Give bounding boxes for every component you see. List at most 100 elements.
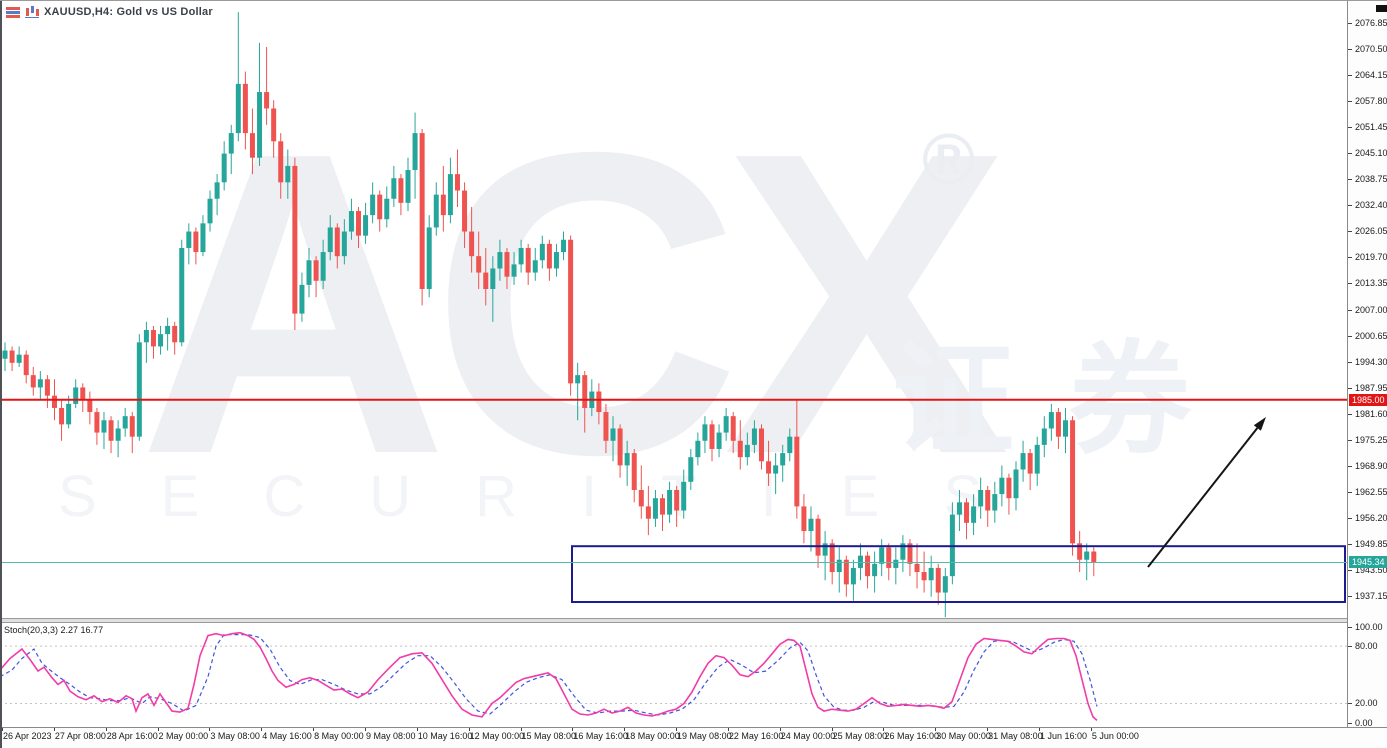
candle <box>610 416 616 462</box>
candle <box>158 325 164 355</box>
price-tick-mark <box>1348 127 1352 129</box>
candle <box>23 350 29 384</box>
candle <box>299 272 305 322</box>
candle <box>242 71 248 150</box>
candle <box>758 424 764 470</box>
candle <box>447 157 453 224</box>
chart-shift-marker[interactable] <box>1376 5 1387 12</box>
trend-arrow[interactable] <box>1147 417 1266 568</box>
candle <box>341 219 347 265</box>
stochastic-canvas <box>0 631 1347 722</box>
price-tick-mark <box>1348 627 1352 628</box>
time-tick-mark <box>883 728 885 731</box>
candle <box>419 128 425 306</box>
candle <box>872 551 878 593</box>
candle <box>681 469 687 519</box>
price-tick-label: 1943.50 <box>1355 565 1387 575</box>
candle <box>37 371 43 400</box>
candle <box>313 256 319 298</box>
price-tick-mark <box>1348 570 1352 571</box>
time-tick-label: 15 May 08:00 <box>521 731 577 741</box>
candle <box>1013 461 1019 511</box>
stochastic-panel[interactable]: Stoch(20,3,3) 2.27 16.77 <box>0 623 1347 727</box>
candle <box>179 239 185 347</box>
stoch-tick-label: 100.00 <box>1355 622 1383 632</box>
time-tick-mark <box>520 728 522 731</box>
time-tick-mark <box>53 728 55 731</box>
time-tick-mark <box>209 728 211 731</box>
candle <box>405 157 411 212</box>
candle <box>617 424 623 478</box>
candle <box>532 247 538 281</box>
candle <box>645 485 651 536</box>
price-tick-mark <box>1348 75 1352 77</box>
candle <box>1084 543 1090 581</box>
price-tick-label: 2013.35 <box>1355 278 1387 289</box>
time-tick-label: 4 May 16:00 <box>262 731 312 741</box>
price-tick-label: 1994.30 <box>1355 356 1387 367</box>
candle <box>497 239 503 281</box>
time-tick-label: 18 May 00:00 <box>625 731 680 741</box>
candle <box>200 215 206 257</box>
candle <box>539 235 545 269</box>
price-tick-mark <box>1348 101 1352 103</box>
candle <box>780 444 786 482</box>
candle <box>822 531 828 581</box>
price-tick-label: 2051.45 <box>1355 122 1387 133</box>
candle <box>327 215 333 261</box>
panel-divider[interactable] <box>0 618 1347 623</box>
candle <box>978 477 984 519</box>
price-tick-mark <box>1348 257 1352 259</box>
candle <box>561 231 567 261</box>
time-tick-label: 3 May 08:00 <box>210 731 260 741</box>
price-tick-mark <box>1348 335 1352 337</box>
price-tick-label: 2000.65 <box>1355 330 1387 341</box>
time-tick-mark <box>468 728 470 731</box>
candle <box>306 247 312 298</box>
price-axis[interactable]: 2076.85 2070.50 2064.15 2057.80 2051.45 2045.… <box>1347 1 1387 728</box>
candle <box>391 165 397 207</box>
time-tick-mark <box>572 728 574 731</box>
candle <box>66 395 72 429</box>
candle <box>285 149 291 199</box>
candle <box>907 539 913 577</box>
candle <box>1055 407 1061 449</box>
time-tick-label: 19 May 08:00 <box>677 731 732 741</box>
candle <box>801 494 807 544</box>
candle <box>1091 547 1097 577</box>
candle <box>129 412 135 454</box>
price-tick-label: 2076.85 <box>1355 17 1387 28</box>
time-axis[interactable]: 26 Apr 2023 27 Apr 08:00 28 Apr 16:00 2 May… <box>0 727 1387 748</box>
candle <box>16 346 22 367</box>
price-tick-label: 2038.75 <box>1355 174 1387 185</box>
price-tick-label: 2019.70 <box>1355 252 1387 263</box>
support-zone-rectangle[interactable] <box>571 545 1346 604</box>
candle <box>1070 416 1076 556</box>
time-tick-label: 9 May 08:00 <box>365 731 416 741</box>
price-tick-mark <box>1348 439 1352 441</box>
candle <box>1034 436 1040 486</box>
price-tick-mark <box>1348 646 1352 648</box>
candle <box>9 346 15 372</box>
price-tick-label: 1981.60 <box>1355 408 1387 419</box>
stoch-tick-label: 80.00 <box>1355 641 1378 652</box>
candle <box>440 165 446 232</box>
candlesticks-series <box>2 12 1097 618</box>
price-tick-label: 2057.80 <box>1355 96 1387 107</box>
time-tick-label: 8 May 00:00 <box>314 731 364 741</box>
candle <box>956 490 962 532</box>
candle <box>999 465 1005 507</box>
price-tick-label: 2026.05 <box>1355 226 1387 237</box>
candle <box>398 174 404 216</box>
candle <box>356 206 361 248</box>
price-tick-label: 1968.90 <box>1355 460 1387 471</box>
price-tick-label: 1987.95 <box>1355 382 1387 393</box>
candle <box>193 227 199 265</box>
price-chart-panel[interactable]: ACX ® 证券 SECURITIES XAUUSD,H4: Gold vs U… <box>0 1 1347 618</box>
candle <box>44 375 50 408</box>
stoch-tick-label: 20.00 <box>1355 698 1378 709</box>
candle <box>1063 407 1068 454</box>
price-tick-label: 1937.15 <box>1355 591 1387 602</box>
price-chart-canvas[interactable] <box>0 1 1347 618</box>
time-tick-label: 10 May 16:00 <box>417 731 473 741</box>
